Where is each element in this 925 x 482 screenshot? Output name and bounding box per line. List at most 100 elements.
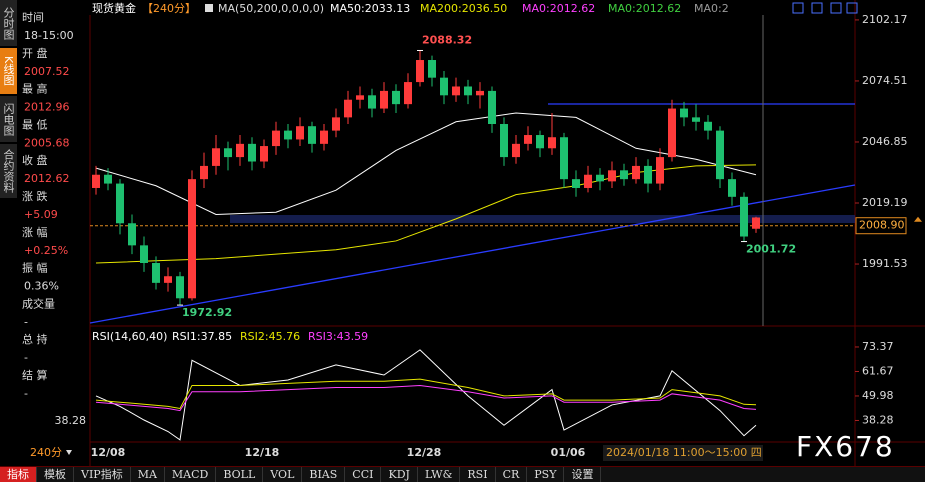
info-value: 2007.52 — [24, 65, 70, 78]
candle-body — [632, 165, 640, 180]
candle-body — [680, 108, 688, 118]
rsi-line — [95, 349, 757, 441]
candle-body — [524, 135, 532, 144]
candle-body — [188, 179, 196, 299]
chart-title: 现货黄金 — [92, 1, 136, 15]
toolbar-button[interactable]: CCI — [345, 467, 382, 482]
sidebar-tab[interactable]: K线图 — [0, 48, 17, 96]
candle-body — [152, 263, 160, 283]
candle-body — [140, 245, 148, 263]
annotation: 2001.72 — [746, 243, 796, 256]
y-tick-label: 2046.85 — [862, 135, 908, 148]
toolbar-button[interactable]: LW& — [418, 467, 461, 482]
icon[interactable] — [846, 2, 858, 14]
chart-period: 【240分】 — [142, 2, 196, 15]
candle-body — [260, 146, 268, 162]
toolbar-button[interactable]: MACD — [165, 467, 217, 482]
candle-body — [728, 179, 736, 197]
candle-body — [392, 90, 400, 105]
toolbar-button[interactable]: BOLL — [216, 467, 264, 482]
info-value: 0.36% — [24, 280, 59, 293]
x-tick-label: 12/18 — [245, 446, 280, 459]
candle-body — [380, 90, 388, 109]
candle-body — [488, 90, 496, 124]
info-value: - — [24, 387, 28, 400]
toolbar-button[interactable]: 设置 — [564, 467, 602, 482]
candle-body — [596, 174, 604, 182]
info-label: 涨 跌 — [22, 189, 48, 203]
info-label: 最 高 — [22, 82, 48, 96]
info-label: 收 盘 — [22, 153, 48, 167]
rsi-y-tick-label: 49.98 — [862, 389, 894, 402]
candle-body — [752, 217, 760, 229]
candle-body — [404, 82, 412, 105]
candle-body — [416, 60, 424, 83]
candle-body — [512, 143, 520, 158]
y-tick-label: 2102.17 — [862, 13, 908, 26]
candle-body — [428, 60, 436, 78]
icon[interactable] — [811, 2, 823, 14]
info-label: 成交量 — [22, 296, 55, 310]
candle-body — [584, 174, 592, 188]
toolbar: 指标 模板 VIP指标 MA MACD BOLL VOL BIAS CCI KDJ LW& RSI CR… — [0, 466, 925, 482]
candle-body — [116, 183, 124, 224]
current-price-arrow — [914, 216, 922, 222]
zone-band — [230, 215, 855, 223]
info-label: 总 持 — [22, 332, 48, 346]
candle-body — [440, 77, 448, 96]
candle-body — [164, 276, 172, 283]
ma-label: MA(50,200,0,0,0,0) — [218, 2, 324, 15]
legend-item: MA200:2036.50 — [420, 2, 507, 15]
range-box — [603, 445, 763, 461]
toolbar-button[interactable]: CR — [496, 467, 528, 482]
toolbar-button[interactable]: PSY — [527, 467, 565, 482]
y-tick-label: 2019.19 — [862, 196, 908, 209]
annotation: 1972.92 — [182, 306, 232, 319]
toolbar-button[interactable]: BIAS — [302, 467, 346, 482]
candle-body — [692, 117, 700, 122]
background — [90, 0, 925, 466]
x-tick-label: 12/28 — [407, 446, 442, 459]
candle-body — [176, 276, 184, 299]
toolbar-button[interactable]: RSI — [460, 467, 496, 482]
candle-body — [572, 179, 580, 188]
info-value: 2005.68 — [24, 136, 70, 149]
rsi-y-tick-label: 61.67 — [862, 364, 894, 377]
candle-body — [320, 130, 328, 144]
info-label: 开 盘 — [22, 46, 48, 60]
candle-body — [548, 137, 556, 149]
period-arrow — [66, 450, 72, 455]
info-value: +5.09 — [24, 208, 58, 221]
sidebar: 分时图 K线图 闪电图 合约资料 — [0, 0, 17, 200]
window-icons — [792, 2, 858, 14]
info-value: - — [24, 315, 28, 328]
candle-body — [716, 130, 724, 180]
candle-body — [536, 135, 544, 149]
toolbar-button[interactable]: MA — [131, 467, 165, 482]
icon[interactable] — [830, 2, 842, 14]
candle-body — [344, 99, 352, 118]
icon[interactable] — [792, 2, 804, 14]
toolbar-button[interactable]: VOL — [263, 467, 303, 482]
sidebar-tab[interactable]: 分时图 — [0, 0, 17, 48]
candle-body — [92, 174, 100, 188]
y-tick-label: 1991.53 — [862, 257, 908, 270]
candle-body — [644, 165, 652, 184]
toolbar-button[interactable]: 模板 — [37, 467, 74, 482]
sidebar-tab[interactable]: 合约资料 — [0, 144, 17, 200]
watermark: FX678 — [796, 430, 895, 463]
rsi-legend: RSI1:37.85 — [172, 330, 232, 343]
candle-body — [128, 223, 136, 246]
toolbar-button[interactable]: VIP指标 — [74, 467, 131, 482]
candle-body — [668, 108, 676, 158]
rsi-title: RSI(14,60,40) — [92, 330, 167, 343]
y-tick-label: 2074.51 — [862, 74, 908, 87]
candle-body — [224, 148, 232, 158]
toolbar-button[interactable]: KDJ — [381, 467, 418, 482]
legend-item: MA50:2033.13 — [330, 2, 410, 15]
info-value: - — [24, 351, 28, 364]
candle-body — [308, 126, 316, 144]
candle-body — [284, 130, 292, 140]
sidebar-tab[interactable]: 闪电图 — [0, 96, 17, 144]
toolbar-button[interactable]: 指标 — [0, 467, 37, 482]
